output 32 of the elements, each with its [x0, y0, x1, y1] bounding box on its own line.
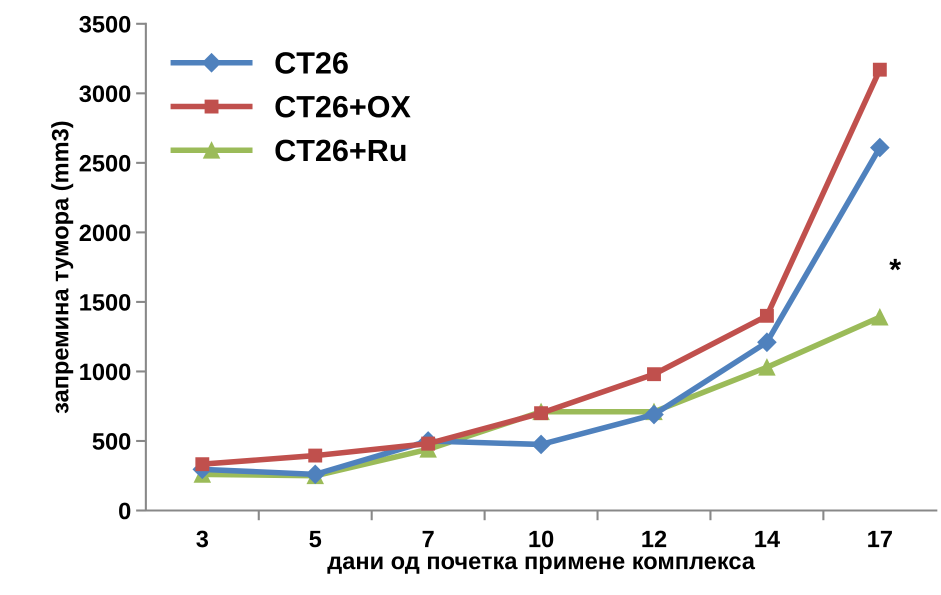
y-tick-label: 2500	[80, 154, 130, 172]
x-axis-title: дани од почетка примене комплекса	[327, 556, 756, 574]
x-tick-label: 12	[642, 530, 666, 548]
point	[757, 332, 776, 352]
point	[760, 308, 774, 323]
x-tick-label: 14	[755, 530, 780, 548]
x-tick-label: 17	[868, 530, 892, 548]
x-tick-label: 3	[196, 530, 208, 548]
point	[870, 138, 890, 158]
y-tick-label: 2000	[80, 224, 130, 242]
point	[647, 367, 661, 382]
legend-label: CT26+OX	[275, 96, 411, 118]
x-tick-label: 7	[422, 530, 434, 548]
legend-label: CT26+Ru	[275, 140, 406, 162]
y-tick-label: 1500	[80, 294, 130, 311]
point	[872, 62, 887, 77]
y-tick-label: 3500	[79, 16, 130, 33]
y-tick-label: 3000	[79, 85, 130, 102]
y-tick-label: 0	[119, 502, 130, 520]
point	[644, 405, 664, 424]
legend-label: CT26	[275, 52, 348, 74]
y-axis-title: запремина тумора (mm3)	[51, 122, 74, 414]
point	[532, 434, 551, 454]
y-tick-label: 1000	[80, 364, 130, 380]
x-tick-label: 5	[309, 530, 322, 548]
point	[872, 308, 888, 326]
x-tick-label: 10	[529, 530, 554, 548]
point	[308, 448, 322, 463]
point	[195, 457, 210, 472]
point	[758, 358, 776, 376]
y-tick-label: 500	[92, 433, 130, 450]
annotation: *	[889, 258, 902, 270]
